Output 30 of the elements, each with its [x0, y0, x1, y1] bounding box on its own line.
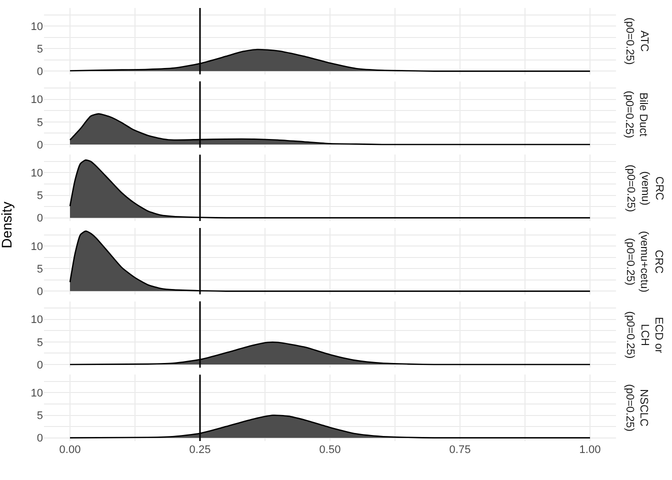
y-tick-label: 10 — [30, 20, 43, 33]
y-tick-label: 10 — [30, 94, 43, 106]
y-tick-label: 5 — [36, 410, 43, 422]
y-tick-label: 10 — [30, 168, 43, 180]
y2-axis-title: ATC (p0=0.25) — [624, 17, 650, 65]
y-tick-label: 0 — [36, 359, 43, 372]
text: Density — [0, 202, 14, 248]
y2-axis-title: CRC (vemu+cetu) (p0=0.25) — [624, 230, 664, 292]
y2-axis-title: ECD or LCH (p0=0.25) — [624, 311, 665, 359]
y-tick-label: 0 — [36, 286, 43, 298]
y-tick-label: 5 — [36, 263, 43, 276]
x-tick-label: 1.00 — [579, 444, 601, 456]
y-tick-label: 0 — [36, 66, 43, 78]
x-tick-label: 0.00 — [59, 444, 81, 456]
x-tick-label: 0.25 — [189, 444, 211, 456]
y2-axis-title: Bile Duct (p0=0.25) — [622, 90, 650, 138]
y-tick-label: 5 — [36, 190, 43, 202]
y-tick-label: 5 — [36, 43, 43, 56]
x-tick-label: 0.50 — [319, 444, 341, 456]
y-tick-label: 0 — [36, 212, 43, 225]
y2-axis-title: CRC (vemu) (p0=0.25) — [624, 164, 666, 212]
y-tick-label: 10 — [30, 314, 43, 326]
y2-axis-title: NSCLC (p0=0.25) — [623, 384, 650, 432]
y-tick-label: 10 — [30, 240, 43, 253]
y-tick-label: 5 — [36, 116, 43, 129]
y-tick-label: 10 — [30, 388, 43, 400]
y-tick-label: 0 — [36, 432, 43, 445]
x-tick-label: 0.75 — [449, 444, 471, 456]
y-tick-label: 5 — [36, 336, 43, 349]
y-tick-label: 0 — [36, 139, 43, 152]
